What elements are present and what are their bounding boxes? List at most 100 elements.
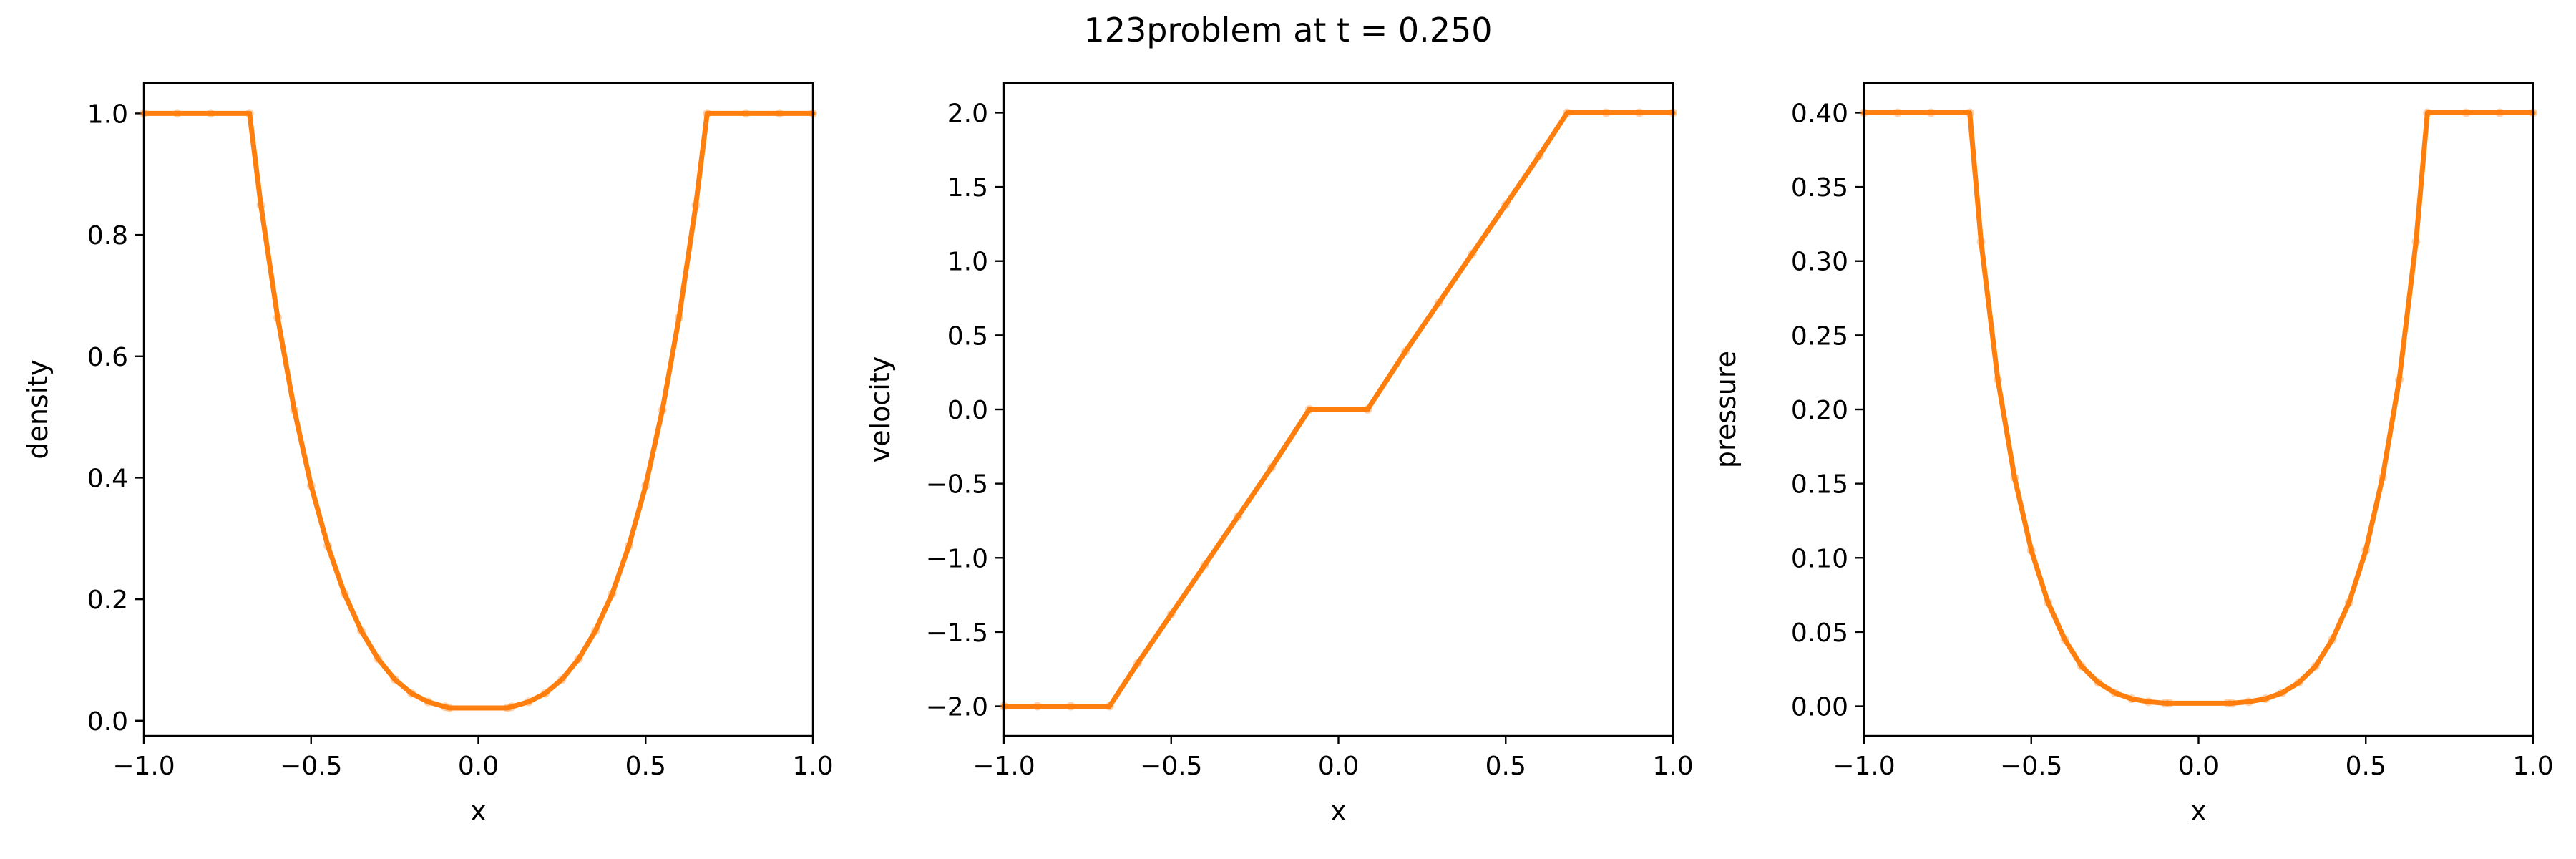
pressure-series-line — [1861, 110, 2536, 706]
pressure-ytick-label: 0.25 — [1791, 321, 1848, 351]
pressure-data-point — [2077, 661, 2086, 671]
pressure-data-point — [2294, 678, 2303, 687]
density-data-point — [206, 109, 215, 118]
velocity-data-point — [1200, 560, 1209, 570]
pressure-data-point — [2378, 473, 2387, 482]
density-data-point — [703, 109, 712, 118]
pressure-data-point — [2044, 598, 2053, 607]
pressure-data-point — [2328, 635, 2337, 644]
pressure-data-point — [1965, 108, 1974, 117]
velocity-data-point — [1535, 151, 1543, 160]
pressure-data-point — [1926, 108, 1936, 117]
figure-title: 123problem at t = 0.250 — [1083, 11, 1492, 49]
density-data-point — [444, 703, 454, 712]
velocity-data-point — [1234, 512, 1243, 521]
pressure-ytick-label: 0.15 — [1791, 470, 1848, 500]
velocity-ytick-label: −2.0 — [926, 693, 988, 722]
pressure-ytick-label: 0.40 — [1791, 99, 1848, 128]
density-data-point — [741, 109, 751, 118]
pressure-data-point — [2127, 694, 2136, 704]
pressure-data-point — [2165, 699, 2174, 708]
velocity-ytick-label: 2.0 — [947, 99, 988, 128]
velocity-data-point — [1133, 659, 1142, 668]
pressure-data-point — [2395, 375, 2404, 384]
density-data-point — [245, 109, 254, 118]
velocity-data-point — [1563, 108, 1572, 117]
density-series-line — [141, 110, 816, 711]
pressure-data-point — [1893, 108, 1902, 117]
velocity-data-point — [1105, 702, 1114, 711]
velocity-data-point — [1363, 405, 1372, 414]
density-data-point — [374, 654, 383, 664]
density-data-point — [172, 109, 182, 118]
subplot-grid: −1.0 −0.5 0.0 0.5 1.0 0.0 0.2 0.4 0.6 0.8 1.0 x dens… — [22, 82, 2554, 827]
pressure-data-point — [2495, 108, 2504, 117]
density-data-point — [440, 702, 449, 712]
pressure-xtick-label: 0.5 — [2346, 752, 2386, 781]
density-data-point — [641, 481, 650, 490]
pressure-xtick-label: 1.0 — [2512, 752, 2553, 781]
density-data-point — [306, 481, 316, 490]
density-data-point — [503, 703, 512, 712]
density-ytick-label: 0.2 — [87, 586, 128, 615]
velocity-xtick-label: −1.0 — [972, 752, 1035, 781]
pressure-data-point — [1976, 237, 1986, 246]
velocity-ytick-label: 1.5 — [947, 173, 988, 203]
pressure-xtick-label: 0.0 — [2178, 752, 2219, 781]
density-data-point — [340, 589, 349, 598]
density-data-point — [675, 313, 683, 322]
pressure-data-point — [2026, 545, 2036, 555]
pressure-data-point — [2160, 699, 2170, 708]
velocity-xtick-label: 0.5 — [1485, 752, 1526, 781]
density-data-point — [691, 200, 701, 210]
density-data-point — [424, 697, 433, 707]
velocity-data-point — [1401, 347, 1410, 356]
pressure-data-point — [2462, 108, 2471, 117]
velocity-data-point — [1635, 108, 1644, 117]
density-data-point — [273, 313, 282, 322]
velocity-ytick-label: −1.0 — [926, 544, 988, 573]
velocity-data-point — [1434, 298, 1443, 307]
density-data-point — [390, 675, 399, 684]
density-data-point — [658, 406, 667, 415]
pressure-panel: −1.0 −0.5 0.0 0.5 1.0 0.00 0.05 0.10 0.15 0.20 0.2… — [1710, 82, 2554, 827]
density-data-point — [356, 626, 366, 636]
velocity-ytick-label: 0.0 — [947, 396, 988, 425]
pressure-data-point — [2228, 699, 2237, 708]
pressure-data-point — [2361, 545, 2371, 555]
density-xtick-label: 0.0 — [458, 752, 499, 781]
density-ytick-label: 0.6 — [87, 343, 128, 372]
pressure-data-point — [2244, 697, 2253, 707]
velocity-data-point — [1468, 249, 1477, 258]
density-x-axis-label: x — [470, 795, 487, 827]
pressure-xtick-label: −1.0 — [1833, 752, 1895, 781]
pressure-data-point — [2094, 678, 2103, 687]
pressure-data-point — [2223, 699, 2233, 708]
density-data-point — [574, 654, 583, 664]
pressure-data-point — [2144, 697, 2153, 707]
velocity-data-point — [1304, 405, 1314, 414]
pressure-data-point — [2278, 688, 2287, 697]
velocity-series-line — [1001, 110, 1676, 709]
density-y-axis-label: density — [22, 359, 54, 459]
density-data-point — [256, 200, 265, 210]
pressure-data-point — [1994, 375, 2002, 384]
pressure-ytick-label: 0.20 — [1791, 396, 1848, 425]
pressure-data-point — [2060, 635, 2069, 644]
velocity-data-point — [1267, 462, 1276, 472]
velocity-data-point — [1501, 200, 1511, 209]
pressure-data-point — [2344, 598, 2353, 607]
density-data-point — [557, 675, 567, 684]
velocity-data-point — [1601, 108, 1611, 117]
pressure-ytick-label: 0.00 — [1791, 693, 1848, 722]
density-data-point — [290, 406, 299, 415]
velocity-panel: −1.0 −0.5 0.0 0.5 1.0 −2.0 −1.5 −1.0 −0.5 0.0 0.5 1… — [864, 82, 1694, 827]
pressure-x-axis-label: x — [2190, 795, 2207, 827]
density-data-point — [407, 689, 416, 698]
density-axes-frame — [142, 82, 814, 737]
velocity-ytick-label: 0.5 — [947, 321, 988, 351]
density-data-point — [507, 702, 517, 712]
density-data-point — [524, 697, 533, 707]
density-data-point — [591, 626, 600, 636]
